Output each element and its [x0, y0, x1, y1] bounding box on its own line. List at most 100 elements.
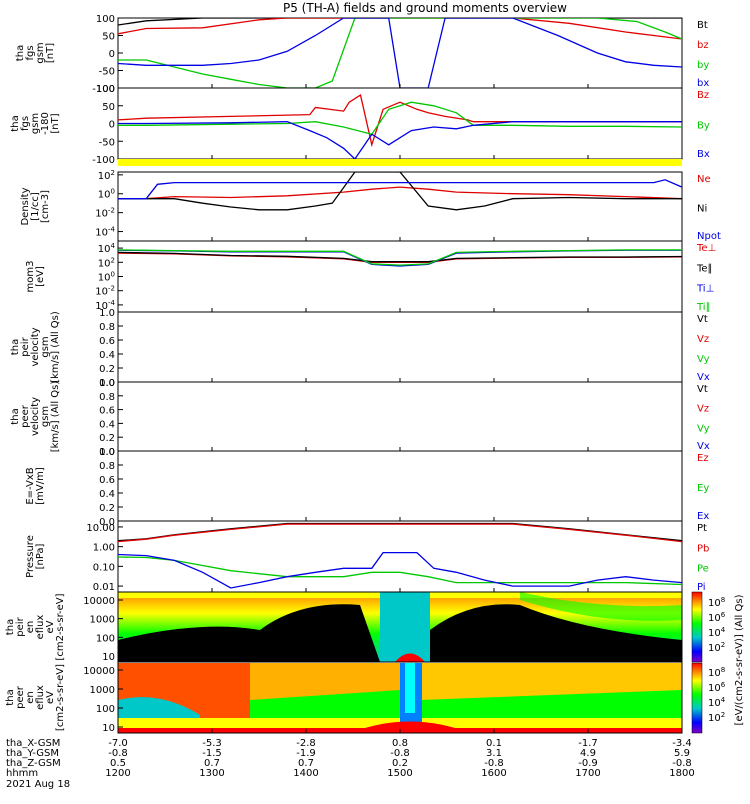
ephem-row-label: hhmm: [6, 768, 38, 779]
y-tick-label: 100: [96, 633, 115, 644]
y-axis-label: gsm: [40, 406, 51, 427]
legend-Ne: Ne: [697, 174, 711, 185]
y-axis-label: gsm: [40, 336, 51, 357]
y-tick-label: 0.0: [99, 378, 115, 389]
y-axis-label: [nT]: [45, 43, 56, 63]
ephem-value: 1500: [387, 768, 412, 779]
legend-Bx: Bx: [697, 149, 710, 160]
ephem-row-label: tha_Z-GSM: [6, 758, 61, 769]
panel-fgs-gsm: 100 50 0 -50 -100 tha fgs gsm [nT] Bt bz by bx: [15, 14, 709, 95]
y-axis-label: tha: [10, 115, 21, 131]
y-axis-label: Pressure: [25, 535, 36, 578]
panel-frame: [117, 311, 683, 383]
legend-Pt: Pt: [697, 523, 707, 534]
colorbar-tick-label: 106: [708, 611, 726, 624]
legend-Te∥: Te∥: [696, 263, 713, 274]
legend-Vt: Vt: [697, 314, 708, 325]
panel-efield: 1.0 0.8 0.6 0.4 0.2 0.0 E=-VxB [mV/m] Ez Ey Ex: [25, 447, 709, 528]
panel-peer-velocity: 1.0 0.8 0.6 0.4 0.2 0.0 tha peer velocity gsm [km/…: [10, 378, 710, 458]
y-axis-label: eflux: [35, 685, 46, 710]
y-tick-label: 0.0: [99, 447, 115, 458]
y-tick-label: 1.0: [99, 308, 115, 319]
y-tick-label: 1.0: [99, 447, 115, 458]
legend-Pi: Pi: [697, 582, 706, 593]
colorbar-tick-label: 108: [708, 666, 725, 679]
y-axis-label: [1/cc]: [30, 192, 41, 221]
y-axis-label: Density: [20, 187, 31, 225]
y-axis-label: peir: [20, 336, 31, 356]
y-tick-label: 10000: [83, 596, 115, 607]
y-tick-label: 102: [98, 256, 115, 269]
legend-Ex: Ex: [697, 511, 709, 522]
y-axis-label: fgs: [20, 116, 31, 131]
legend-Vz: Vz: [697, 404, 709, 415]
series-line-Pi: [118, 551, 682, 589]
panel-frame: [117, 450, 683, 522]
series-line-bz: [118, 18, 682, 40]
y-axis-label: [km/s] (All Qs): [50, 381, 61, 453]
y-axis-label: [km/s] (All Qs): [50, 311, 61, 383]
y-tick-label: 0.0: [99, 517, 115, 528]
panel-peer-spectrogram: 10000 1000 100 10 tha peer en eflux eV [cm2-s-sr-…: [5, 661, 683, 734]
legend-Ti∥: Ti∥: [696, 302, 711, 313]
y-tick-label: 0.2: [99, 503, 115, 514]
y-tick-label: 0.6: [99, 475, 115, 486]
legend-Vy: Vy: [697, 354, 710, 365]
series-line-Ti⊥: [118, 249, 682, 267]
legend-Bt: Bt: [697, 20, 708, 31]
y-tick-label: 10-4: [95, 226, 115, 239]
y-axis-label: [eV]: [35, 266, 46, 287]
legend-Bz: Bz: [697, 90, 709, 101]
legend-Ni: Ni: [697, 204, 707, 215]
series-line-By: [118, 101, 682, 135]
y-tick-label: 1000: [90, 685, 115, 696]
ephem-value: 4.9: [580, 748, 596, 759]
legend-Vx: Vx: [697, 372, 710, 383]
y-axis-label: tha: [10, 339, 21, 355]
y-tick-label: 10-2: [95, 285, 115, 298]
legend-Vy: Vy: [697, 423, 710, 434]
y-axis-label: [mV/m]: [35, 467, 46, 505]
y-axis-label: peer: [20, 404, 31, 428]
legend-Vx: Vx: [697, 441, 710, 452]
ephem-value: -0.8: [390, 748, 410, 759]
ephem-row-label: tha_X-GSM: [6, 738, 60, 749]
ephem-value: -2.8: [296, 738, 316, 749]
y-tick-label: 100: [96, 704, 115, 715]
y-axis-label: -180: [40, 112, 51, 135]
y-axis-label: [cm2-s-sr-eV]: [55, 593, 66, 660]
y-tick-label: 0.4: [99, 419, 115, 430]
y-tick-label: 0.8: [99, 392, 115, 403]
y-tick-label: -100: [92, 155, 115, 166]
y-tick-label: -50: [99, 67, 115, 78]
y-axis-label: velocity: [30, 397, 41, 436]
ephem-value: -3.4: [672, 738, 692, 749]
y-axis-label: tha: [15, 45, 26, 61]
y-tick-label: 0.01: [93, 582, 115, 593]
y-tick-label: 1.00: [93, 543, 115, 554]
y-tick-label: 100: [96, 14, 115, 25]
ephem-value: 3.1: [486, 748, 502, 759]
series-line-by: [118, 18, 682, 88]
ephem-value: 1300: [199, 768, 224, 779]
series-line-Te∥: [118, 251, 682, 263]
y-tick-label: 1000: [90, 615, 115, 626]
y-axis-label: [cm2-s-sr-eV]: [55, 664, 66, 731]
date-label: 2021 Aug 18: [6, 779, 70, 790]
ephem-value: -1.7: [578, 738, 598, 749]
y-tick-label: 0.2: [99, 364, 115, 375]
series-line-Pb: [118, 523, 682, 543]
legend-Pe: Pe: [697, 564, 709, 575]
ephem-value: -7.0: [108, 738, 128, 749]
colorbar-electron: [691, 662, 703, 734]
quality-flag-bar: [118, 159, 682, 166]
colorbar-unit-label: [eV/(cm2-s-sr-eV)] (All Qs): [734, 594, 745, 725]
y-tick-label: 0.2: [99, 433, 115, 444]
colorbar-tick-label: 102: [708, 641, 725, 654]
panel-peir-spectrogram: 10000 1000 100 10 tha peir en eflux eV [cm2-s-sr-…: [5, 591, 683, 663]
y-tick-label: 0.4: [99, 489, 115, 500]
y-tick-label: 100: [98, 271, 115, 284]
y-axis-label: eV: [45, 620, 56, 633]
series-line-bx: [118, 18, 682, 88]
